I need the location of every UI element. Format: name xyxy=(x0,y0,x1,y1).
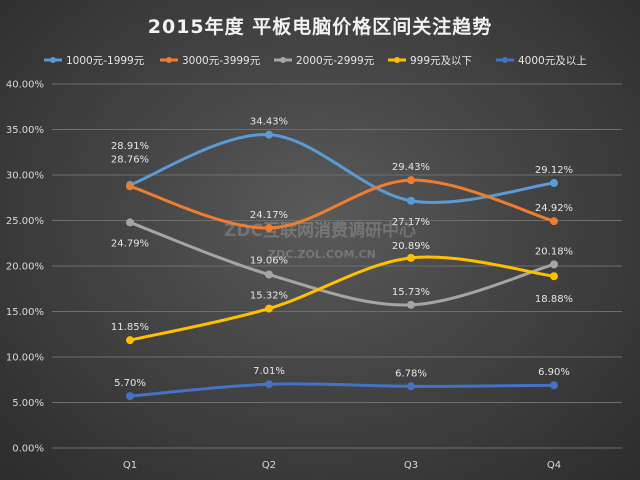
y-tick-label: 10.00% xyxy=(6,353,44,364)
data-label: 6.90% xyxy=(538,367,570,378)
data-label: 28.76% xyxy=(111,154,149,165)
x-tick-label: Q2 xyxy=(262,460,276,471)
data-label: 29.43% xyxy=(392,162,430,173)
watermark-url: ZDC.ZOL.COM.CN xyxy=(268,248,376,261)
data-label: 24.79% xyxy=(111,238,149,249)
data-point xyxy=(407,196,415,205)
legend-label: 2000元-2999元 xyxy=(296,55,375,67)
y-tick-label: 20.00% xyxy=(6,262,44,273)
data-label: 20.18% xyxy=(535,246,573,257)
data-label: 29.12% xyxy=(535,165,573,176)
legend-label: 1000元-1999元 xyxy=(66,55,145,67)
y-tick-label: 25.00% xyxy=(6,216,44,227)
data-label: 27.17% xyxy=(392,217,430,228)
data-point xyxy=(550,260,558,269)
x-tick-label: Q3 xyxy=(404,460,418,471)
data-label: 24.17% xyxy=(250,210,288,221)
y-tick-label: 40.00% xyxy=(6,80,44,91)
data-point xyxy=(126,392,134,401)
data-point xyxy=(550,272,558,281)
legend-marker xyxy=(166,57,172,63)
data-point xyxy=(407,382,415,391)
data-point xyxy=(126,218,134,227)
data-label: 7.01% xyxy=(253,366,285,377)
data-point xyxy=(126,336,134,345)
chart-title: 2015年度 平板电脑价格区间关注趋势 xyxy=(147,16,493,38)
y-tick-label: 30.00% xyxy=(6,171,44,182)
y-tick-label: 35.00% xyxy=(6,125,44,136)
series-line xyxy=(128,178,556,230)
data-point xyxy=(126,182,134,191)
data-point xyxy=(550,217,558,226)
data-label: 5.70% xyxy=(114,378,146,389)
data-label: 24.92% xyxy=(535,203,573,214)
legend-label: 999元及以下 xyxy=(410,55,472,67)
data-point xyxy=(550,179,558,188)
data-point xyxy=(550,381,558,390)
data-label: 34.43% xyxy=(250,117,288,128)
data-point xyxy=(407,176,415,185)
x-tick-label: Q4 xyxy=(547,460,561,471)
legend-marker xyxy=(394,57,400,63)
data-point xyxy=(407,300,415,309)
series-line xyxy=(128,255,556,342)
data-label: 19.06% xyxy=(250,256,288,267)
legend-label: 3000元-3999元 xyxy=(182,55,261,67)
legend-marker xyxy=(280,57,286,63)
data-label: 20.89% xyxy=(392,241,430,252)
data-label: 15.73% xyxy=(392,287,430,298)
data-label: 15.32% xyxy=(250,291,288,302)
data-point xyxy=(265,380,273,389)
legend-marker xyxy=(50,57,56,63)
data-point xyxy=(265,224,273,233)
data-point xyxy=(265,130,273,139)
legend-marker xyxy=(502,57,508,63)
data-point xyxy=(265,304,273,313)
series-line xyxy=(128,133,556,204)
legend-label: 4000元及以上 xyxy=(518,55,587,67)
y-tick-label: 15.00% xyxy=(6,307,44,318)
data-point xyxy=(407,253,415,262)
x-tick-label: Q1 xyxy=(123,460,137,471)
data-point xyxy=(265,270,273,279)
watermark-text: ZDC互联网消费调研中心 xyxy=(224,220,416,241)
data-label: 11.85% xyxy=(111,322,149,333)
data-label: 28.91% xyxy=(111,141,149,152)
series-line xyxy=(128,220,556,307)
series-line xyxy=(128,382,556,398)
data-label: 6.78% xyxy=(395,368,427,379)
data-label: 18.88% xyxy=(535,294,573,305)
y-tick-label: 5.00% xyxy=(12,398,44,409)
y-tick-label: 0.00% xyxy=(12,444,44,455)
